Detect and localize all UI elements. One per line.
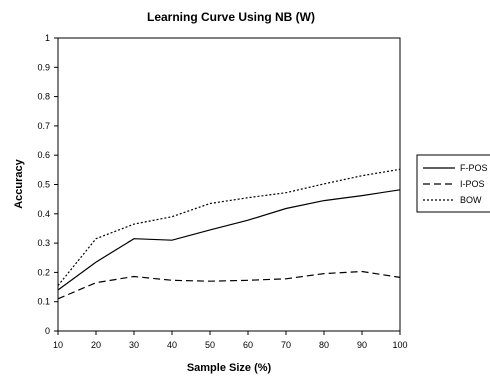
y-tick-label: 0.2 — [37, 267, 50, 277]
y-tick-label: 1 — [45, 33, 50, 43]
y-tick-label: 0.9 — [37, 62, 50, 72]
series-line-i-pos — [57, 270, 401, 300]
y-tick-label: 0.4 — [37, 209, 50, 219]
y-axis-label: Accuracy — [13, 158, 25, 208]
legend-label: F-POS — [460, 163, 488, 173]
x-tick-label: 80 — [319, 340, 329, 350]
y-tick-label: 0 — [45, 326, 50, 336]
chart-title: Learning Curve Using NB (W) — [147, 10, 315, 24]
y-tick-label: 0.7 — [37, 121, 50, 131]
x-tick-label: 20 — [91, 340, 101, 350]
x-tick-label: 30 — [129, 340, 139, 350]
x-tick-label: 90 — [357, 340, 367, 350]
y-tick-label: 0.5 — [37, 180, 50, 190]
series-lines — [57, 168, 401, 300]
y-tick-label: 0.6 — [37, 150, 50, 160]
series-line-f-pos — [57, 189, 401, 291]
x-axis: 10 20 30 40 50 60 70 80 90 100 — [53, 331, 408, 350]
x-tick-label: 100 — [392, 340, 407, 350]
x-tick-label: 50 — [205, 340, 215, 350]
x-tick-label: 10 — [53, 340, 63, 350]
y-tick-label: 0.8 — [37, 92, 50, 102]
legend: F-POS I-POS BOW — [423, 163, 488, 205]
series-line-bow — [57, 168, 401, 286]
x-tick-label: 70 — [281, 340, 291, 350]
x-tick-label: 40 — [167, 340, 177, 350]
y-axis: 0 0.1 0.2 0.3 0.4 0.5 0.6 0.7 0.8 0.9 1 — [37, 33, 58, 336]
legend-label: BOW — [460, 195, 482, 205]
y-tick-label: 0.3 — [37, 238, 50, 248]
x-axis-label: Sample Size (%) — [187, 362, 272, 374]
y-tick-label: 0.1 — [37, 297, 50, 307]
x-tick-label: 60 — [243, 340, 253, 350]
plot-area — [57, 37, 401, 332]
legend-label: I-POS — [460, 179, 485, 189]
